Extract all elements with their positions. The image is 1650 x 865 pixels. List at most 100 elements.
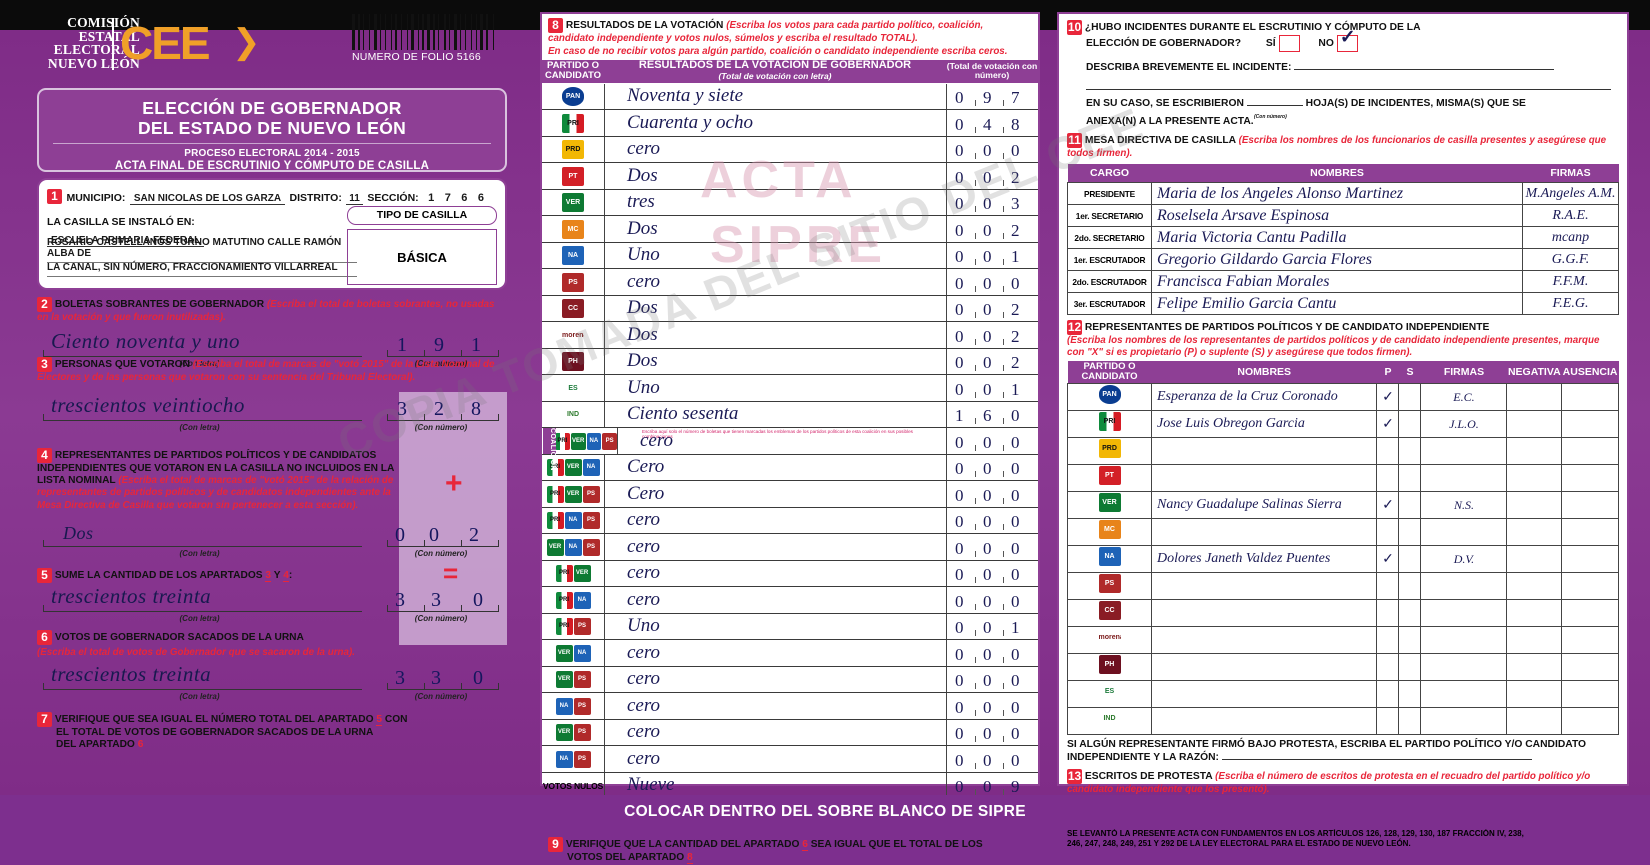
rep-firma[interactable] <box>1420 572 1508 601</box>
mesa-nombre[interactable]: Maria Victoria Cantu Padilla <box>1151 226 1523 250</box>
rep-firma[interactable] <box>1420 680 1508 709</box>
rep-nombre[interactable]: Jose Luis Obregon Garcia <box>1150 410 1378 439</box>
rep-propietario[interactable] <box>1376 464 1400 493</box>
rep-firma[interactable] <box>1420 707 1508 736</box>
describa-input[interactable] <box>1294 69 1555 70</box>
rep-ausencia[interactable] <box>1561 518 1619 547</box>
section-6-value-letra[interactable]: trescientos treinta <box>51 661 212 686</box>
rep-negativa[interactable] <box>1506 464 1563 493</box>
rep-propietario[interactable] <box>1376 437 1400 466</box>
rep-ausencia[interactable] <box>1561 653 1619 682</box>
rep-propietario[interactable]: ✓ <box>1376 410 1400 439</box>
rep-suplente[interactable] <box>1398 437 1422 466</box>
rep-suplente[interactable] <box>1398 680 1422 709</box>
section-4-value-letra[interactable]: Dos <box>63 522 94 543</box>
results-row-letra-cell[interactable]: Dos <box>604 295 946 322</box>
results-row-letra-cell[interactable]: cero <box>604 746 946 772</box>
rep-propietario[interactable]: ✓ <box>1376 545 1400 574</box>
rep-nombre[interactable] <box>1150 599 1378 628</box>
results-row-letra-cell[interactable]: cero <box>604 560 946 587</box>
rep-nombre[interactable] <box>1150 707 1378 736</box>
results-row-letra-cell[interactable]: Uno <box>604 375 946 401</box>
rep-firma[interactable]: E.C. <box>1420 383 1508 412</box>
rep-negativa[interactable] <box>1506 707 1563 736</box>
rep-propietario[interactable] <box>1376 572 1400 601</box>
rep-negativa[interactable] <box>1506 626 1563 655</box>
results-row-letra-cell[interactable]: Ciento sesenta <box>604 401 946 428</box>
results-row-letra-cell[interactable]: Dos <box>604 322 946 348</box>
rep-nombre[interactable] <box>1150 518 1378 547</box>
section-5-value-letra[interactable]: trescientos treinta <box>51 584 212 608</box>
rep-propietario[interactable]: ✓ <box>1376 491 1400 520</box>
rep-propietario[interactable] <box>1376 653 1400 682</box>
rep-negativa[interactable] <box>1506 599 1563 628</box>
rep-nombre[interactable]: Dolores Janeth Valdez Puentes <box>1150 545 1378 574</box>
results-row-letra-cell[interactable]: Escriba aquí solo el número de boletas q… <box>617 428 946 454</box>
results-row-letra-cell[interactable]: Uno <box>604 242 946 269</box>
rep-firma[interactable]: J.L.O. <box>1420 410 1508 439</box>
mesa-nombre[interactable]: Maria de los Angeles Alonso Martinez <box>1151 182 1523 206</box>
results-row-letra-cell[interactable]: Noventa y siete <box>604 83 946 110</box>
rep-suplente[interactable] <box>1398 626 1422 655</box>
incidentes-si-checkbox[interactable] <box>1278 35 1300 52</box>
rep-negativa[interactable] <box>1506 437 1563 466</box>
results-row-letra-cell[interactable]: Dos <box>604 163 946 189</box>
distrito-value[interactable]: 11 <box>346 193 363 205</box>
rep-firma[interactable] <box>1420 464 1508 493</box>
results-row-letra-cell[interactable]: cero <box>604 719 946 746</box>
rep-suplente[interactable] <box>1398 545 1422 574</box>
rep-suplente[interactable] <box>1398 383 1422 412</box>
rep-suplente[interactable] <box>1398 410 1422 439</box>
rep-propietario[interactable] <box>1376 680 1400 709</box>
rep-ausencia[interactable] <box>1561 599 1619 628</box>
rep-suplente[interactable] <box>1398 464 1422 493</box>
instalada-value[interactable]: ESCUELA PRIMARIA FEDERAL <box>47 235 205 247</box>
rep-negativa[interactable] <box>1506 680 1563 709</box>
results-row-letra-cell[interactable]: cero <box>604 534 946 560</box>
mesa-nombre[interactable]: Francisca Fabian Morales <box>1151 270 1523 294</box>
mesa-firma[interactable]: mcanp <box>1522 226 1619 250</box>
mesa-firma[interactable]: G.G.F. <box>1522 248 1619 272</box>
seccion-digits[interactable]: 1 7 6 6 <box>423 188 489 207</box>
mesa-firma[interactable]: R.A.E. <box>1522 204 1619 228</box>
mesa-firma[interactable]: M.Angeles A.M. <box>1522 182 1619 206</box>
results-row-letra-cell[interactable]: Dos <box>604 348 946 375</box>
rep-nombre[interactable] <box>1150 437 1378 466</box>
rep-negativa[interactable] <box>1506 491 1563 520</box>
rep-ausencia[interactable] <box>1561 464 1619 493</box>
rep-nombre[interactable]: Nancy Guadalupe Salinas Sierra <box>1150 491 1378 520</box>
rep-ausencia[interactable] <box>1561 707 1619 736</box>
rep-ausencia[interactable] <box>1561 680 1619 709</box>
results-row-letra-cell[interactable]: cero <box>604 507 946 534</box>
rep-suplente[interactable] <box>1398 518 1422 547</box>
rep-negativa[interactable] <box>1506 518 1563 547</box>
results-row-letra-cell[interactable]: Dos <box>604 216 946 242</box>
results-row-letra-cell[interactable]: Uno <box>604 613 946 640</box>
rep-firma[interactable] <box>1420 599 1508 628</box>
section-5-digits[interactable]: 3 3 0 <box>387 586 499 612</box>
mesa-firma[interactable]: F.E.G. <box>1522 292 1619 316</box>
votos-nulos-letra[interactable]: Nueve <box>627 774 675 796</box>
rep-negativa[interactable] <box>1506 410 1563 439</box>
municipio-value[interactable]: SAN NICOLAS DE LOS GARZA <box>129 193 286 205</box>
results-row-letra-cell[interactable]: cero <box>604 269 946 295</box>
hojas-incidentes-input[interactable] <box>1246 105 1303 107</box>
rep-ausencia[interactable] <box>1561 545 1619 574</box>
rep-firma[interactable]: N.S. <box>1420 491 1508 520</box>
section-4-digits[interactable]: 0 0 2 <box>387 521 499 547</box>
results-row-letra-cell[interactable]: tres <box>604 189 946 216</box>
